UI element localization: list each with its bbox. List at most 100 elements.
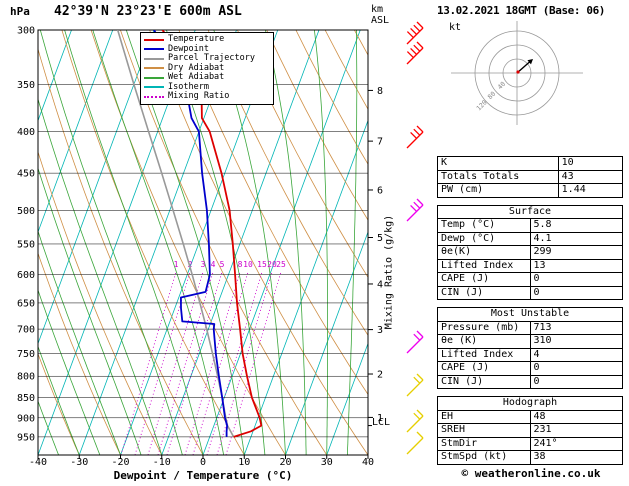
pressure-tick-label: 950	[17, 432, 35, 443]
wind-barb-column	[406, 21, 424, 455]
wind-barb	[406, 330, 424, 354]
pressure-tick-label: 850	[17, 393, 35, 404]
legend-line-swatch	[144, 67, 164, 70]
stat-row: Temp (°C) 5.8	[437, 218, 623, 233]
stat-row: Lifted Index 4	[437, 347, 623, 362]
legend-item-wet-adiabat: Wet Adiabat	[144, 73, 270, 83]
stat-label: StmDir	[437, 436, 531, 451]
stat-label: Totals Totals	[437, 169, 559, 184]
stat-label: EH	[437, 409, 531, 424]
copyright: © weatheronline.co.uk	[461, 467, 601, 480]
altitude-axis-title: km ASL	[371, 4, 389, 26]
mixing-ratio-value-label: 20	[267, 260, 277, 269]
km-tick-label: 4	[377, 279, 383, 290]
legend-line-swatch	[144, 76, 164, 79]
stat-row: θe (K) 310	[437, 334, 623, 349]
stat-label: Dewp (°C)	[437, 231, 531, 246]
legend-item-temperature: Temperature	[144, 35, 270, 45]
stat-value: 38	[529, 450, 623, 465]
panel-section-most-unstable: Most Unstable Pressure (mb) 713 θe (K) 310 Li…	[437, 307, 623, 389]
mixing-ratio-value-label: 8	[238, 260, 243, 269]
stat-value: 0	[529, 285, 623, 300]
legend-label: Parcel Trajectory	[168, 53, 255, 64]
storm-motion-arrowhead	[527, 59, 533, 65]
km-tick-label: 5	[377, 233, 383, 244]
hodograph-ring-80	[488, 44, 546, 102]
panel-section-surface: Surface Temp (°C) 5.8 Dewp (°C) 4.1 θe(K) 299 L…	[437, 204, 623, 300]
km-tick-label: 7	[377, 137, 383, 148]
stat-row: θe(K) 299	[437, 245, 623, 260]
wind-barb	[406, 431, 424, 455]
stat-label: PW (cm)	[437, 183, 559, 198]
stat-label: CIN (J)	[437, 285, 531, 300]
mixing-ratio-axis-label: Mixing Ratio (g/kg)	[383, 214, 395, 330]
stat-value: 299	[529, 245, 623, 260]
temp-tick-label: 20	[279, 457, 291, 468]
skewt-chart: 1 2 3 4 5 8 10 15 20 2530035040045050055060065070…	[17, 21, 424, 468]
mixing-ratio-value-label: 5	[220, 260, 225, 269]
legend-label: Isotherm	[168, 81, 209, 92]
stat-value: 0	[529, 361, 623, 376]
stat-value: 13	[529, 258, 623, 273]
pressure-tick-label: 500	[17, 206, 35, 217]
mixing-ratio-value-label: 10	[243, 260, 253, 269]
temp-tick-label: -20	[111, 457, 129, 468]
stat-row: CIN (J) 0	[437, 374, 623, 389]
pressure-tick-label: 550	[17, 239, 35, 250]
stat-value: 231	[529, 423, 623, 438]
temp-tick-label: -40	[29, 457, 47, 468]
hodograph-ring-label: 120	[475, 98, 489, 112]
stat-label: θe (K)	[437, 334, 531, 349]
temp-tick-label: 40	[362, 457, 374, 468]
chart-legend: Temperature Dewpoint Parcel Trajectory Dry …	[140, 32, 274, 105]
hodograph-ring-label: 80	[486, 90, 497, 101]
pressure-tick-label: 650	[17, 298, 35, 309]
section-header: Surface	[437, 204, 623, 219]
legend-label: Dry Adiabat	[168, 62, 225, 73]
legend-line-swatch	[144, 38, 164, 41]
hodograph-unit-label: kt	[449, 22, 462, 33]
stat-value: 4.1	[529, 231, 623, 246]
pressure-tick-label: 750	[17, 349, 35, 360]
wind-barb	[406, 125, 424, 149]
wind-barb	[406, 21, 424, 45]
wind-barb	[406, 373, 424, 397]
km-tick-label: 1	[377, 413, 383, 424]
pressure-tick-label: 300	[17, 26, 35, 37]
dewpoint-curve	[153, 30, 228, 437]
stat-value: 4	[529, 347, 623, 362]
mixing-ratio-value-label: 2	[188, 260, 193, 269]
stat-row: SREH 231	[437, 423, 623, 438]
mixing-ratio-value-label: 25	[276, 260, 286, 269]
altitude-axis: 1 2 3 4 5 6 7 8	[368, 86, 383, 424]
wind-barb	[406, 41, 424, 65]
stat-value: 0	[529, 272, 623, 287]
km-tick-label: 8	[377, 86, 383, 97]
stat-row: Totals Totals 43	[437, 169, 624, 184]
hodograph-origin-dot	[516, 70, 520, 74]
station-title: 42°39'N 23°23'E 600m ASL	[54, 4, 242, 19]
stat-value: 48	[529, 409, 623, 424]
legend-item-mixing-ratio: Mixing Ratio	[144, 92, 270, 102]
temp-tick-label: -30	[70, 457, 88, 468]
temp-tick-label: 0	[200, 457, 206, 468]
legend-item-dry-adiabat: Dry Adiabat	[144, 62, 270, 74]
stat-label: Pressure (mb)	[437, 320, 531, 335]
stat-row: K 10	[437, 156, 624, 171]
panel-section-hodograph: Hodograph EH 48 SREH 231 StmDir 241° StmSpd (kt…	[437, 396, 623, 465]
pressure-tick-label: 350	[17, 80, 35, 91]
legend-label: Dewpoint	[168, 43, 209, 54]
stat-label: θe(K)	[437, 245, 531, 260]
stat-row: PW (cm) 1.44	[437, 183, 624, 198]
stat-row: CIN (J) 0	[437, 285, 623, 300]
run-date-title: 13.02.2021 18GMT (Base: 06)	[437, 4, 606, 17]
stat-label: Lifted Index	[437, 347, 531, 362]
stat-row: Dewp (°C) 4.1	[437, 231, 623, 246]
stat-label: StmSpd (kt)	[437, 450, 531, 465]
legend-label: Mixing Ratio	[168, 91, 230, 102]
hodograph-ring-120	[474, 30, 560, 116]
mixing-ratio-value-label: 15	[257, 260, 267, 269]
stat-label: K	[437, 156, 559, 171]
